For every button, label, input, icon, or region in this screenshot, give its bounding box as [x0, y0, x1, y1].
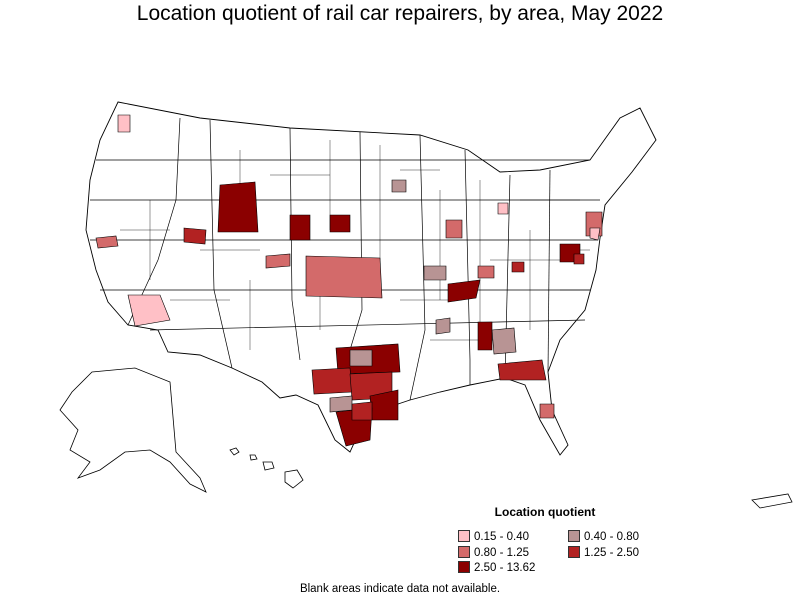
legend-swatch	[568, 546, 580, 558]
alaska-outline	[59, 367, 207, 493]
area-nebraska-west	[289, 214, 311, 241]
area-nevada-west	[95, 235, 119, 249]
legend-swatch	[458, 546, 470, 558]
state-borders	[90, 117, 600, 401]
area-maryland	[573, 253, 585, 265]
area-wyoming-west	[217, 181, 259, 233]
area-alabama-north	[477, 321, 493, 351]
area-boundaries	[120, 140, 590, 350]
area-florida-central	[539, 403, 555, 419]
area-missouri-east	[423, 265, 447, 281]
area-georgia-south	[497, 359, 547, 381]
legend-label: 0.40 - 0.80	[584, 531, 639, 543]
area-texas-dfw	[349, 349, 373, 367]
area-illinois-north	[445, 219, 463, 239]
legend-item: 2.50 - 13.62	[458, 561, 535, 575]
legend-label: 0.15 - 0.40	[474, 531, 529, 543]
area-indiana	[477, 265, 495, 279]
map-title: Location quotient of rail car repairers,…	[136, 2, 664, 25]
area-texas-austin	[329, 395, 353, 413]
legend-item: 1.25 - 2.50	[568, 546, 639, 560]
area-nebraska-central	[329, 214, 351, 233]
area-kansas	[305, 255, 383, 299]
legend-item: 0.15 - 0.40	[458, 530, 529, 544]
legend-item: 0.80 - 1.25	[458, 546, 529, 560]
legend-title: Location quotient	[494, 505, 596, 519]
area-georgia-north	[491, 327, 517, 355]
area-kentucky-west	[447, 279, 481, 303]
legend-swatch	[458, 530, 470, 542]
legend-label: 2.50 - 13.62	[474, 562, 536, 574]
area-tennessee-west	[435, 317, 451, 335]
area-arizona-west	[127, 294, 171, 327]
area-wisconsin	[497, 202, 509, 215]
legend-label: 1.25 - 2.50	[584, 547, 639, 559]
hawaii-islands	[229, 447, 304, 489]
area-colorado-north	[265, 253, 291, 269]
puerto-rico-outline	[751, 493, 793, 509]
legend-swatch	[568, 530, 580, 542]
area-washington-north	[117, 114, 131, 133]
area-utah-north	[183, 227, 207, 245]
legend-swatch	[458, 561, 470, 573]
shaded-areas	[95, 114, 603, 447]
area-texas-south	[351, 401, 373, 421]
legend-label: 0.80 - 1.25	[474, 547, 529, 559]
area-texas-west-central	[311, 367, 353, 395]
footnote: Blank areas indicate data not available.	[299, 583, 501, 595]
legend-item: 0.40 - 0.80	[568, 530, 639, 544]
area-ohio	[511, 261, 525, 273]
area-new-jersey	[589, 227, 601, 241]
area-minnesota	[391, 179, 407, 193]
